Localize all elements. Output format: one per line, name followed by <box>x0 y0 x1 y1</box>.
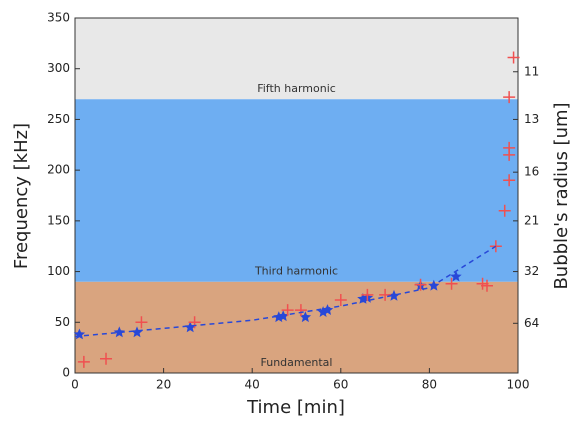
band <box>75 281 518 373</box>
plus-marker <box>498 204 511 217</box>
x-tick-label: 80 <box>422 378 437 392</box>
y-tick-label: 300 <box>47 61 70 75</box>
y2-tick-label: 21 <box>524 213 539 227</box>
star-marker <box>317 306 329 317</box>
plus-marker <box>503 174 516 187</box>
plus-marker <box>503 141 516 154</box>
y-axis-title: Frequency [kHz] <box>11 123 32 269</box>
star-marker <box>113 326 125 338</box>
plus-marker <box>188 316 201 329</box>
y2-tick-label: 13 <box>524 112 539 126</box>
plus-marker <box>480 279 493 292</box>
star-marker <box>388 289 400 301</box>
y2-tick-label: 16 <box>524 165 539 179</box>
band-label: Fifth harmonic <box>257 82 336 95</box>
band <box>75 99 518 282</box>
y2-tick-label: 11 <box>524 64 539 78</box>
x-tick-label: 20 <box>156 378 171 392</box>
plus-marker <box>77 355 90 368</box>
band-label: Third harmonic <box>254 265 338 278</box>
star-marker <box>273 311 285 323</box>
y-tick-label: 250 <box>47 112 70 126</box>
x-tick-label: 0 <box>71 378 79 392</box>
plus-marker <box>489 240 502 253</box>
plus-marker <box>414 278 427 291</box>
y-tick-label: 150 <box>47 213 70 227</box>
y-tick-label: 0 <box>62 366 70 380</box>
fit-line <box>74 245 497 338</box>
plus-marker <box>100 352 113 365</box>
plus-marker <box>281 304 294 317</box>
star-marker <box>73 328 86 340</box>
plus-marker <box>294 304 307 317</box>
y-tick-label: 50 <box>55 315 70 329</box>
star-marker <box>450 270 462 282</box>
plus-marker <box>135 316 148 329</box>
plus-marker <box>334 293 347 306</box>
y2-tick-label: 32 <box>524 264 539 278</box>
star-marker <box>131 326 143 338</box>
y-tick-label: 200 <box>47 163 70 177</box>
plus-marker <box>361 288 374 301</box>
y2-tick-label: 64 <box>524 316 539 330</box>
star-marker <box>357 293 369 304</box>
y-tick-label: 100 <box>47 264 70 278</box>
x-tick-label: 40 <box>245 378 260 392</box>
plus-marker <box>507 51 520 64</box>
x-tick-label: 60 <box>333 378 348 392</box>
plus-marker <box>379 288 392 301</box>
band <box>75 18 518 100</box>
star-marker <box>184 321 196 333</box>
plot-frame <box>74 17 519 374</box>
plus-marker <box>445 277 458 290</box>
band-label: Fundamental <box>261 356 333 369</box>
x-axis-title: Time [min] <box>246 397 345 418</box>
plus-marker <box>503 91 516 104</box>
star-marker <box>299 311 312 323</box>
y2-axis-title: Bubble's radius [um] <box>551 102 572 289</box>
y-tick-label: 350 <box>47 11 70 25</box>
star-marker <box>321 304 334 315</box>
x-tick-label: 100 <box>507 378 530 392</box>
